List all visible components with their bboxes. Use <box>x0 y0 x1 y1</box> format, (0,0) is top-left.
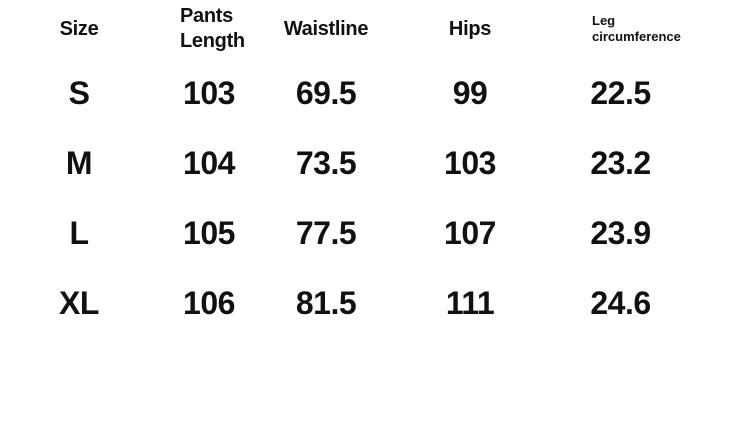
waistline-cell: 69.5 <box>295 74 357 111</box>
table-header-row: Size Pants Length Waistline Hips Leg cir… <box>0 0 749 58</box>
table-row-xl: XL 106 81.5 111 24.6 <box>0 268 749 338</box>
waistline-cell: 81.5 <box>295 284 357 321</box>
column-header-size: Size <box>0 0 158 58</box>
hips-cell: 111 <box>445 284 495 321</box>
pants-length-cell: 104 <box>183 144 235 181</box>
pants-length-cell: 106 <box>183 284 235 321</box>
hips-cell: 103 <box>444 144 496 181</box>
size-cell: XL <box>59 284 99 321</box>
column-header-label: Waistline <box>283 17 369 40</box>
column-header-waistline: Waistline <box>260 0 392 58</box>
table-row-l: L 105 77.5 107 23.9 <box>0 198 749 268</box>
size-cell: S <box>68 74 90 111</box>
column-header-label: Size <box>59 17 99 40</box>
waistline-cell: 73.5 <box>295 144 357 181</box>
leg-circumference-cell: 23.9 <box>590 214 651 251</box>
size-cell: M <box>65 144 93 181</box>
hips-cell: 107 <box>444 214 496 251</box>
table-row-s: S 103 69.5 99 22.5 <box>0 58 749 128</box>
column-header-label: Leg circumference <box>592 12 681 44</box>
column-header-leg-circumference: Leg circumference <box>548 0 693 58</box>
leg-circumference-cell: 22.5 <box>590 74 651 111</box>
pants-length-cell: 105 <box>183 214 235 251</box>
leg-circumference-cell: 23.2 <box>590 144 651 181</box>
leg-circumference-cell: 24.6 <box>590 284 651 321</box>
hips-cell: 99 <box>452 74 488 111</box>
pants-length-cell: 103 <box>183 74 235 111</box>
size-cell: L <box>69 214 89 251</box>
table-row-m: M 104 73.5 103 23.2 <box>0 128 749 198</box>
size-chart-table: Size Pants Length Waistline Hips Leg cir… <box>0 0 749 338</box>
column-header-hips: Hips <box>392 0 548 58</box>
waistline-cell: 77.5 <box>295 214 357 251</box>
column-header-label: Hips <box>448 17 492 40</box>
column-header-label: Pants Length <box>180 5 245 52</box>
column-header-pants-length: Pants Length <box>158 0 260 58</box>
